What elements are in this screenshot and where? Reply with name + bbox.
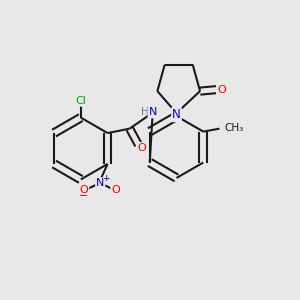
Text: O: O [111,185,120,196]
Text: O: O [217,85,226,94]
Text: N: N [96,178,104,188]
Text: O: O [80,185,88,196]
Text: H: H [140,107,148,118]
Text: O: O [137,143,146,153]
Text: Cl: Cl [75,96,86,106]
Text: −: − [79,191,88,201]
Text: CH₃: CH₃ [224,123,243,133]
Text: N: N [148,107,157,118]
Text: N: N [172,108,181,121]
Text: +: + [102,174,109,183]
